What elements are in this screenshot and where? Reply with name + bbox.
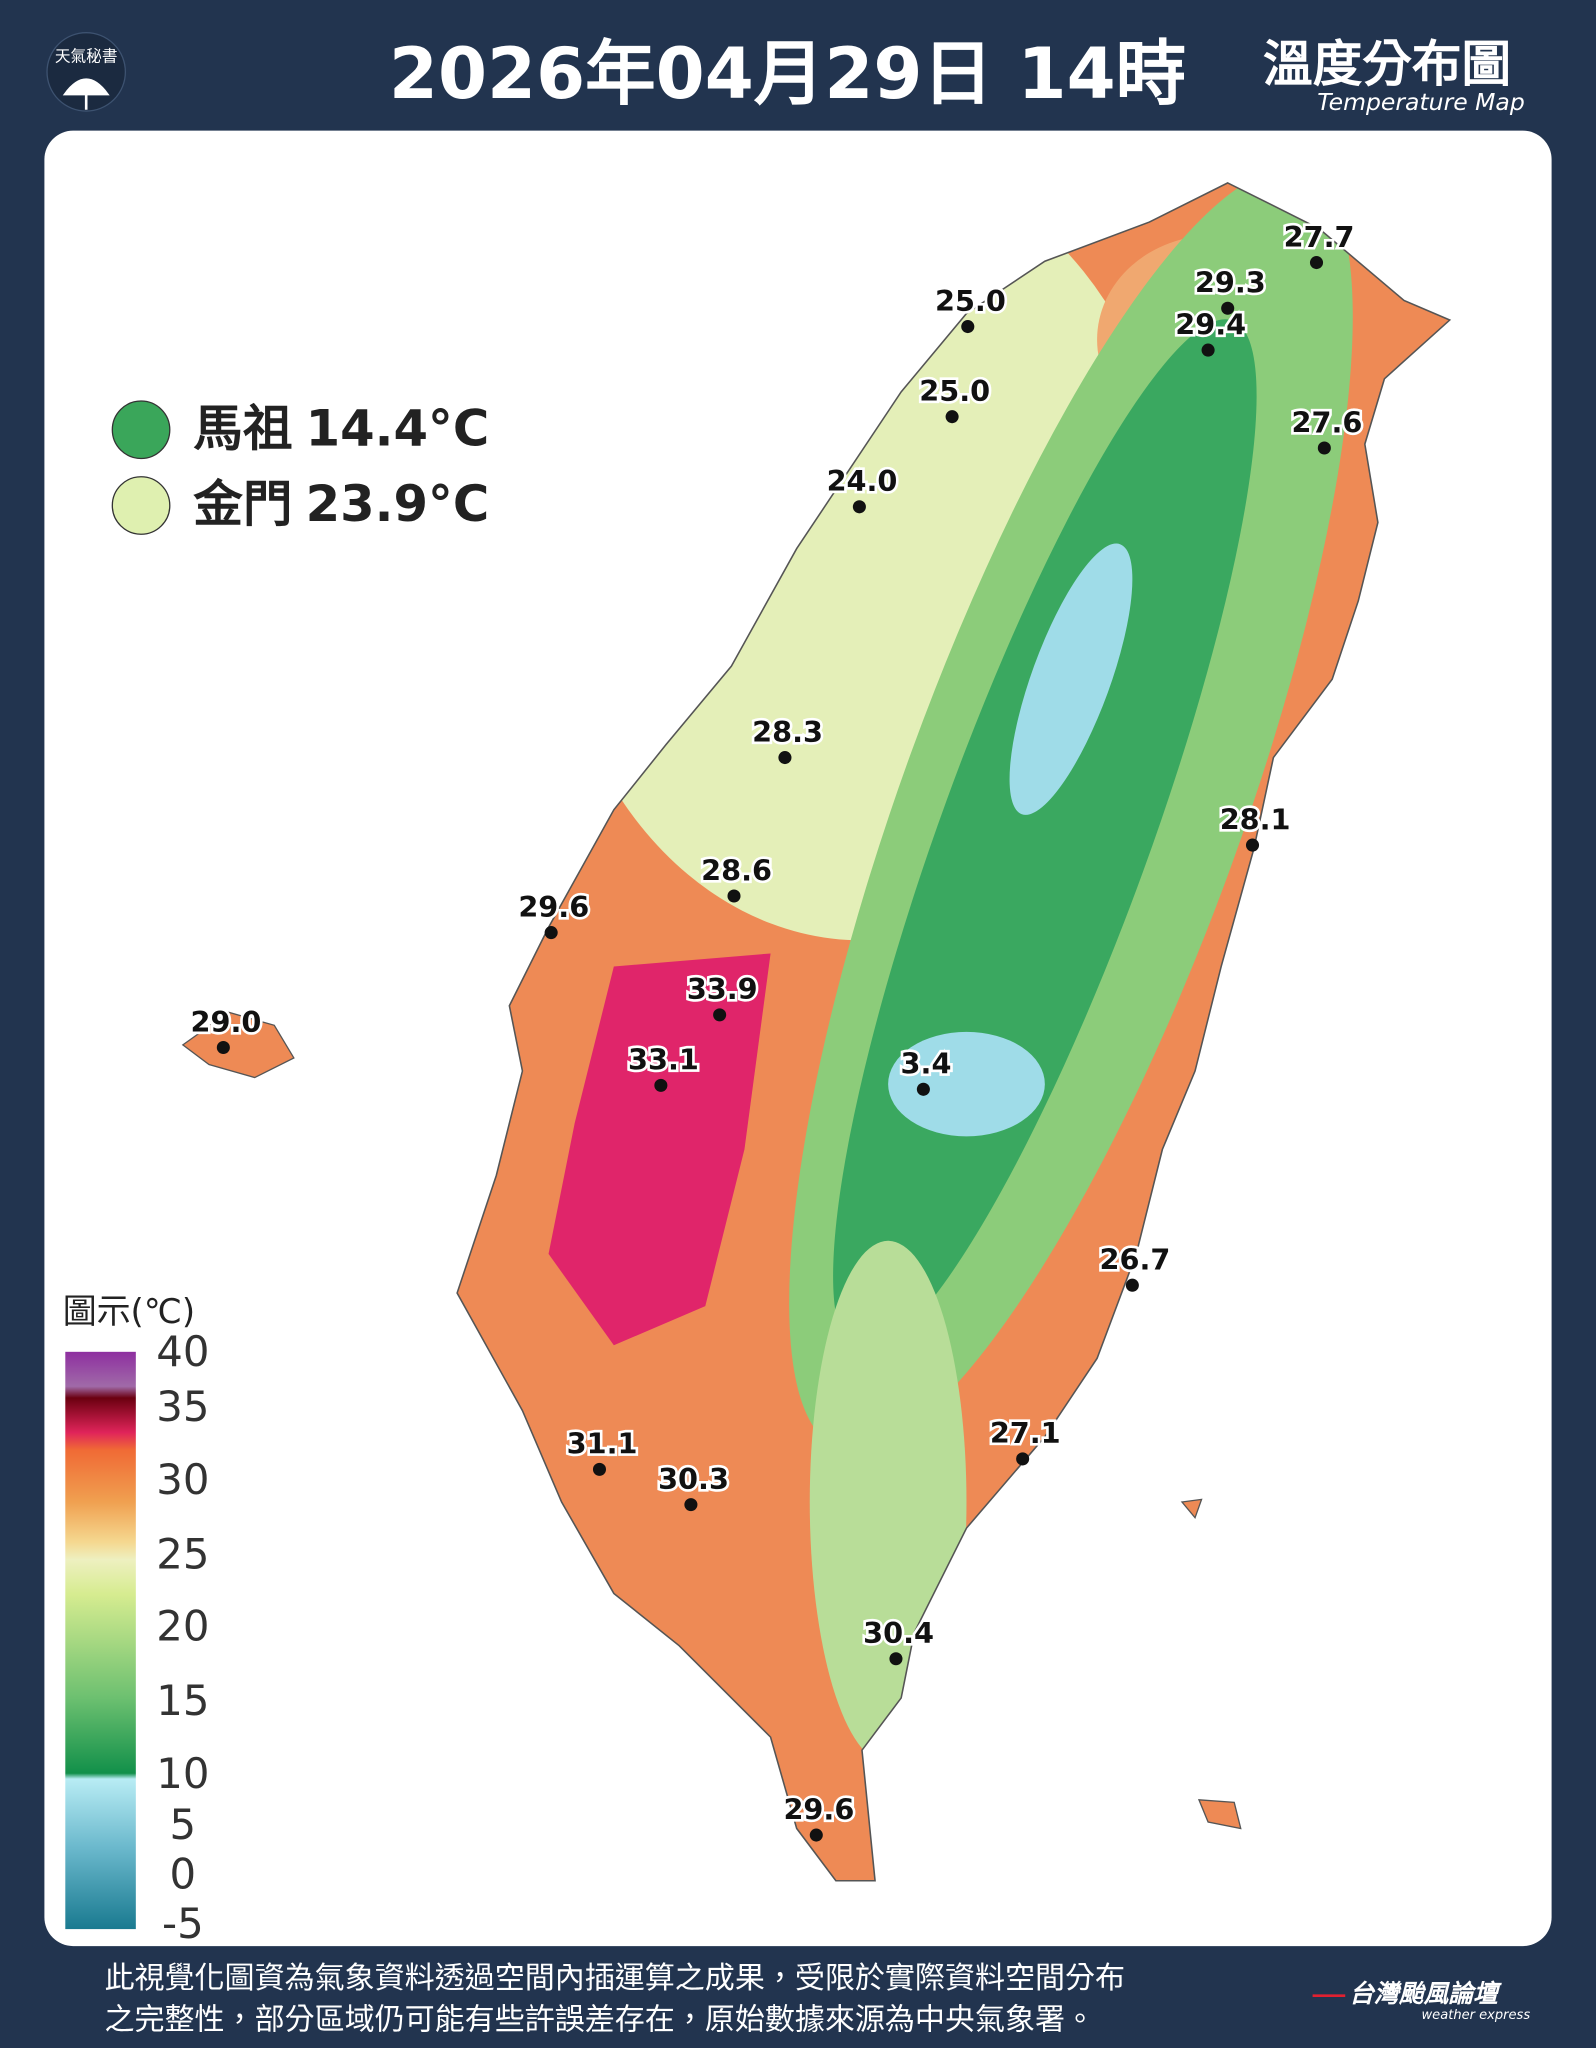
station-value: 33.1 bbox=[628, 1043, 699, 1077]
legend-tick-label: 5 bbox=[170, 1800, 197, 1849]
station-dot bbox=[1125, 1278, 1139, 1292]
station-dot bbox=[727, 889, 741, 903]
islet bbox=[1180, 1498, 1242, 1830]
station-value: 31.1 bbox=[567, 1427, 638, 1461]
station-value: 28.3 bbox=[752, 715, 823, 749]
station-dot bbox=[1221, 301, 1235, 315]
station-dot bbox=[684, 1498, 698, 1512]
station-dot bbox=[889, 1652, 903, 1666]
kinmen-label: 金門 23.9°C bbox=[193, 475, 489, 533]
stations: 27.7 29.3 29.4 25.0 25.0 27.6 24.0 28.3 28.1 28.6… bbox=[188, 217, 1365, 1842]
station-dot bbox=[1016, 1452, 1030, 1466]
station-dot bbox=[809, 1828, 823, 1842]
station-value: 28.1 bbox=[1220, 802, 1291, 836]
station-value: 24.0 bbox=[827, 464, 898, 498]
station-value: 3.4 bbox=[901, 1047, 952, 1081]
logo-text: 天氣秘書 bbox=[55, 46, 118, 65]
legend-tick-label: 15 bbox=[156, 1676, 209, 1725]
legend-tick-label: 20 bbox=[156, 1601, 209, 1650]
station-value: 29.6 bbox=[518, 890, 589, 924]
map-title: 溫度分布圖 bbox=[1263, 35, 1511, 93]
station-value: 27.1 bbox=[990, 1416, 1061, 1450]
station-value: 30.3 bbox=[658, 1462, 729, 1496]
legend-title: 圖示(℃) bbox=[63, 1292, 195, 1332]
station-value: 29.6 bbox=[783, 1792, 854, 1826]
footer-line: 之完整性，部分區域仍可能有些許誤差存在，原始數據來源為中央氣象署。 bbox=[104, 2003, 1095, 2038]
brand: 台灣颱風論壇 bbox=[1349, 1979, 1502, 2008]
legend-tick-label: 40 bbox=[156, 1327, 209, 1376]
station-value: 29.0 bbox=[191, 1005, 262, 1039]
station-dot bbox=[961, 320, 975, 334]
legend-tick-label: 30 bbox=[156, 1455, 209, 1504]
station-value: 26.7 bbox=[1100, 1243, 1171, 1277]
legend-tick-label: 35 bbox=[156, 1382, 209, 1431]
station-value: 25.0 bbox=[935, 284, 1006, 318]
station-dot bbox=[1317, 441, 1331, 455]
station-dot bbox=[713, 1008, 727, 1022]
station-dot bbox=[1309, 256, 1324, 270]
matsu-label: 馬祖 14.4°C bbox=[193, 399, 489, 457]
legend-tick-label: 10 bbox=[156, 1749, 209, 1798]
penghu bbox=[181, 1011, 295, 1079]
umbrella-icon bbox=[62, 78, 110, 110]
station-dot bbox=[852, 500, 866, 514]
matsu-swatch bbox=[111, 400, 171, 460]
station-dot bbox=[592, 1462, 607, 1476]
kinmen-swatch bbox=[111, 476, 171, 535]
legend-tick-label: 25 bbox=[156, 1530, 209, 1579]
footer-line: 此視覺化圖資為氣象資料透過空間內插運算之成果，受限於實際資料空間分布 bbox=[104, 1961, 1125, 1996]
map-subtitle: Temperature Map bbox=[1317, 88, 1525, 116]
station-value: 27.7 bbox=[1284, 220, 1355, 254]
station-value: 29.3 bbox=[1195, 266, 1266, 300]
legend-tick-label: -5 bbox=[162, 1899, 204, 1948]
station-value: 30.4 bbox=[863, 1616, 934, 1650]
station-dot bbox=[1245, 838, 1260, 852]
station-dot bbox=[544, 926, 558, 940]
colorbar bbox=[65, 1351, 136, 1930]
station-value: 29.4 bbox=[1175, 307, 1246, 341]
brand-sub: weather express bbox=[1422, 2008, 1531, 2023]
station-value: 27.6 bbox=[1292, 405, 1363, 439]
station-value: 25.0 bbox=[919, 374, 990, 408]
station-dot bbox=[778, 751, 792, 765]
station-value: 28.6 bbox=[701, 853, 772, 887]
station-dot bbox=[654, 1078, 668, 1092]
legend-tick-label: 0 bbox=[170, 1850, 197, 1899]
station-dot bbox=[916, 1082, 930, 1096]
station-value: 33.9 bbox=[687, 972, 758, 1006]
map-date: 2026年04月29日 14時 bbox=[389, 33, 1186, 115]
station-dot bbox=[945, 410, 959, 424]
station-dot bbox=[216, 1040, 230, 1055]
station-dot bbox=[1201, 343, 1215, 357]
